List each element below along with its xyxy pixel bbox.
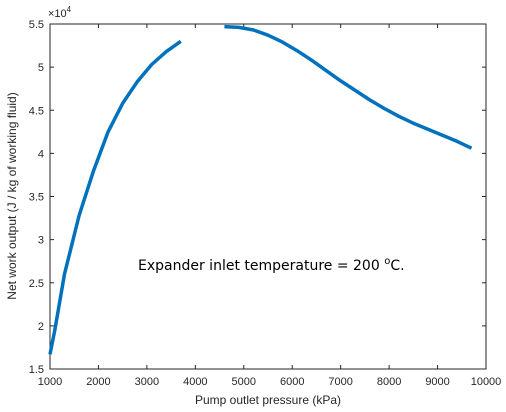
x-tick-label: 5000 [232,376,256,388]
y-tick-label: 4 [38,148,44,160]
y-tick-label: 3.5 [29,192,44,204]
y-exponent-power: 4 [67,5,72,14]
x-tick-label: 1000 [38,376,62,388]
y-tick-label: 4.5 [29,105,44,117]
x-tick-label: 4000 [183,376,207,388]
x-tick-label: 7000 [328,376,352,388]
y-tick-label: 2 [38,321,44,333]
y-tick-label: 5 [38,62,44,74]
series-line-segment-1 [48,39,182,355]
x-tick-label: 3000 [135,376,159,388]
annotation-unit: C. [390,258,404,274]
y-axis-ticks: 1.5 2 2.5 3 3.5 4 4.5 5 5.5 [29,19,486,376]
x-tick-label: 9000 [425,376,449,388]
plot-area [49,23,487,370]
y-axis-exponent: ×104 [48,5,72,20]
x-axis-ticks: 1000 2000 3000 4000 5000 6000 7000 8000 9000 1000… [38,24,502,388]
x-tick-label: 10000 [471,376,502,388]
y-tick-label: 1.5 [29,364,44,376]
x-tick-label: 2000 [86,376,110,388]
x-axis-label: Pump outlet pressure (kPa) [195,393,341,407]
series-line-segment-2 [224,24,473,150]
y-axis-label: Net work output (J / kg of working fluid… [5,92,19,299]
x-tick-label: 6000 [280,376,304,388]
series-lines [48,24,473,355]
y-tick-label: 3 [38,235,44,247]
y-tick-label: 2.5 [29,278,44,290]
annotation-degree: o [384,256,390,267]
annotation-text: Expander inlet temperature = 200 oC. [138,256,405,274]
y-tick-label: 5.5 [29,19,44,31]
y-exponent-base: ×10 [48,8,67,20]
annotation-main: Expander inlet temperature = 200 [138,258,384,274]
x-tick-label: 8000 [377,376,401,388]
